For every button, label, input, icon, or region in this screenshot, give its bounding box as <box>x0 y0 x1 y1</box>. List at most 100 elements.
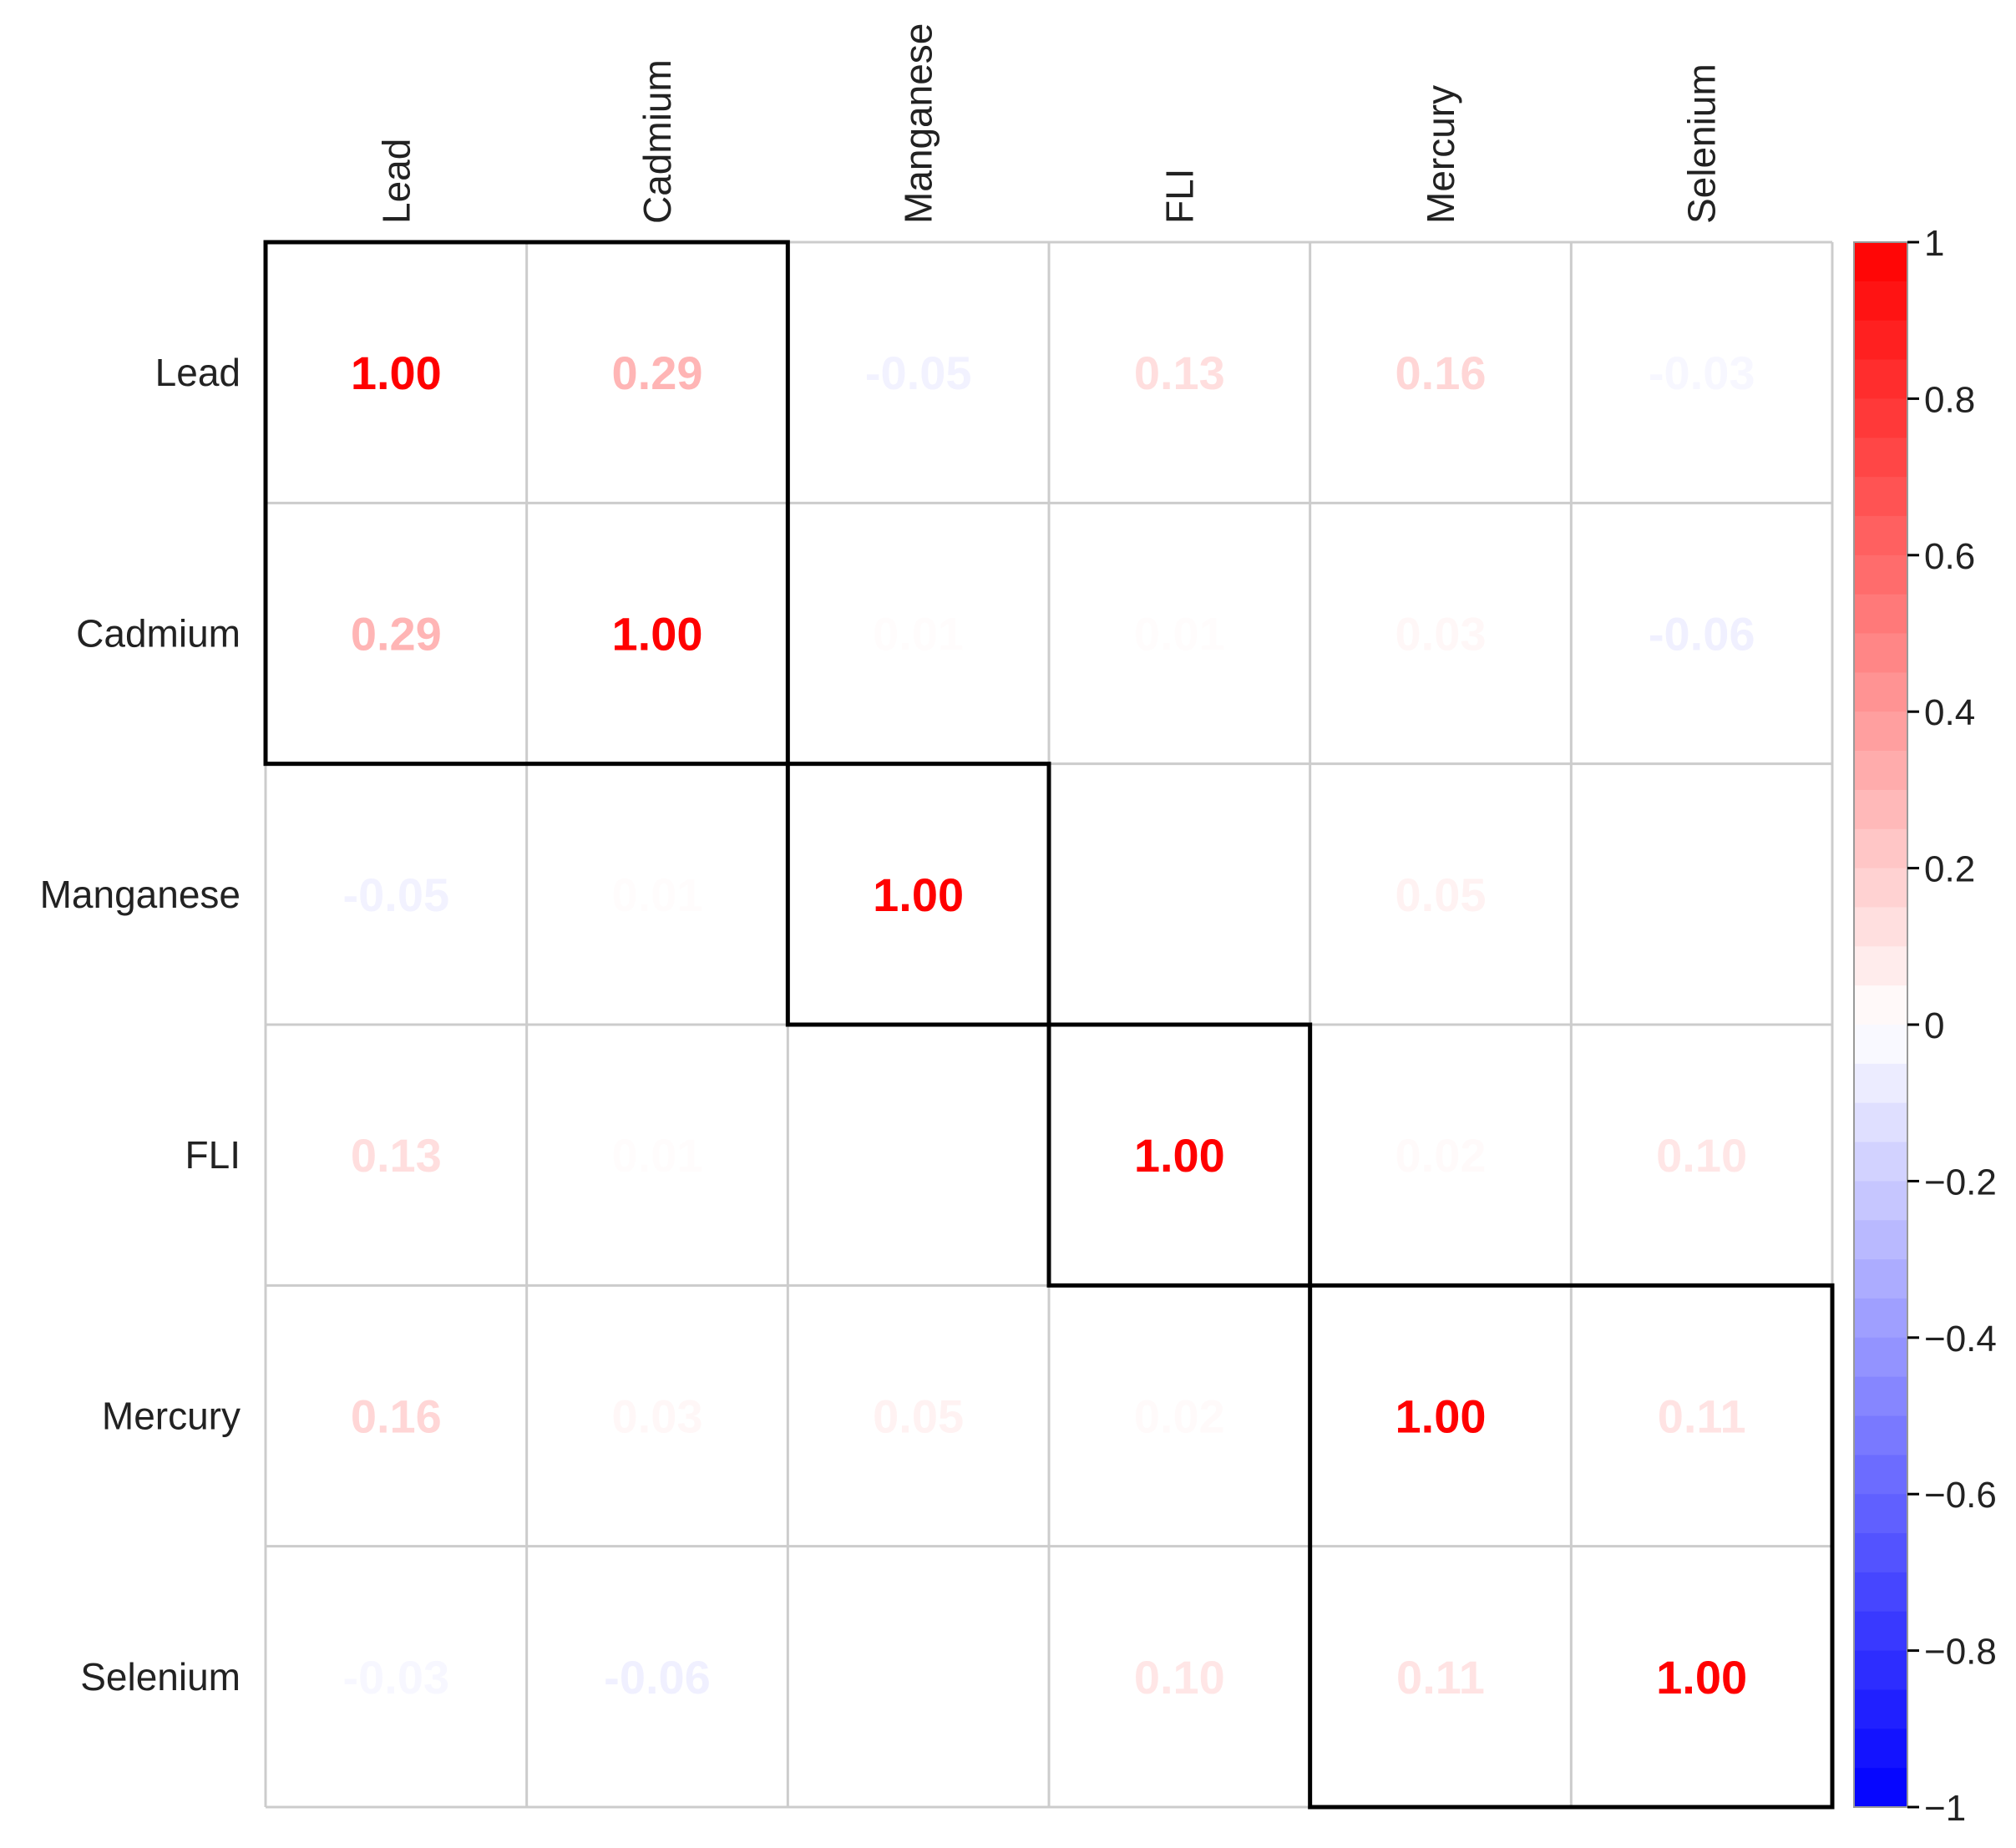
colorbar-segment <box>1854 1729 1907 1770</box>
column-label-fli: FLI <box>1157 169 1201 224</box>
colorbar-tick-label: −0.6 <box>1924 1475 1997 1516</box>
colorbar-segment <box>1854 1494 1907 1535</box>
colorbar-segment <box>1854 1533 1907 1573</box>
colorbar-segment <box>1854 1025 1907 1065</box>
colorbar-segment <box>1854 868 1907 909</box>
cell-value-manganese-lead: -0.05 <box>343 868 450 921</box>
cell-value-fli-manganese: 0.00 <box>873 1129 964 1182</box>
cell-value-mercury-cadmium: 0.03 <box>612 1390 703 1443</box>
column-label-mercury: Mercury <box>1419 85 1462 224</box>
colorbar-segment <box>1854 946 1907 987</box>
row-label-lead: Lead <box>155 351 241 394</box>
column-label-cadmium: Cadmium <box>636 59 679 224</box>
cell-value-cadmium-cadmium: 1.00 <box>612 608 703 661</box>
cell-value-manganese-fli: 0.00 <box>1134 868 1225 921</box>
colorbar-segment <box>1854 1376 1907 1417</box>
cell-value-mercury-manganese: 0.05 <box>873 1390 964 1443</box>
column-labels: Lead Cadmium Manganese FLI Mercury Selenium <box>374 23 1723 224</box>
colorbar: 1 0.8 0.6 0.4 0.2 0 −0.2 −0.4 −0.6 −0.8 −1 <box>1853 223 1997 1829</box>
cluster-box-2 <box>785 762 1051 1027</box>
cell-value-cadmium-manganese: 0.01 <box>873 608 964 661</box>
colorbar-segment <box>1854 281 1907 322</box>
cell-value-cadmium-mercury: 0.03 <box>1395 608 1487 661</box>
row-label-fli: FLI <box>185 1133 241 1177</box>
cluster-box-3 <box>1046 1022 1313 1288</box>
colorbar-tick-label: 0.8 <box>1924 379 1975 420</box>
cell-value-lead-lead: 1.00 <box>351 347 442 399</box>
cell-value-selenium-mercury: 0.11 <box>1396 1651 1485 1704</box>
row-label-mercury: Mercury <box>102 1395 241 1438</box>
cell-value-selenium-cadmium: -0.06 <box>604 1651 711 1704</box>
colorbar-segment <box>1854 1689 1907 1730</box>
colorbar-segment <box>1854 242 1907 282</box>
colorbar-segment <box>1854 438 1907 478</box>
colorbar-segment <box>1854 1220 1907 1261</box>
cluster-box-1 <box>263 240 790 767</box>
colorbar-segment <box>1854 1259 1907 1299</box>
value-labels: 1.00 0.29 -0.05 0.13 0.16 -0.03 0.29 1.00 0.01 0.… <box>343 347 1755 1704</box>
cell-value-fli-cadmium: 0.01 <box>612 1129 703 1182</box>
cluster-boxes <box>263 240 1835 1810</box>
column-label-lead: Lead <box>374 139 418 224</box>
cluster-box-4 <box>1308 1283 1835 1810</box>
cell-value-mercury-lead: 0.16 <box>351 1390 442 1443</box>
colorbar-segment <box>1854 1572 1907 1613</box>
colorbar-tick-label: 0.6 <box>1924 536 1975 577</box>
colorbar-segment <box>1854 1142 1907 1182</box>
cell-value-fli-fli: 1.00 <box>1134 1129 1225 1182</box>
colorbar-segment <box>1854 1298 1907 1339</box>
colorbar-segment <box>1854 1455 1907 1496</box>
colorbar-segment <box>1854 633 1907 674</box>
row-label-cadmium: Cadmium <box>76 612 241 656</box>
colorbar-segment <box>1854 515 1907 556</box>
cell-value-manganese-mercury: 0.05 <box>1395 868 1487 921</box>
column-label-manganese: Manganese <box>897 23 940 224</box>
colorbar-tick-label: −0.4 <box>1924 1319 1997 1359</box>
colorbar-segment <box>1854 789 1907 830</box>
cell-value-selenium-fli: 0.10 <box>1134 1651 1225 1704</box>
cell-value-fli-lead: 0.13 <box>351 1129 442 1182</box>
colorbar-segment <box>1854 1611 1907 1652</box>
colorbar-tick-label: −0.8 <box>1924 1632 1997 1673</box>
colorbar-segment <box>1854 1063 1907 1104</box>
cell-value-mercury-fli: 0.02 <box>1134 1390 1225 1443</box>
cell-value-cadmium-fli: 0.01 <box>1134 608 1225 661</box>
cell-value-selenium-lead: -0.03 <box>343 1651 450 1704</box>
cell-value-fli-selenium: 0.10 <box>1656 1129 1747 1182</box>
colorbar-segment <box>1854 1337 1907 1378</box>
cell-value-lead-cadmium: 0.29 <box>612 347 703 399</box>
colorbar-segment <box>1854 320 1907 361</box>
row-label-manganese: Manganese <box>40 873 241 916</box>
colorbar-segment <box>1854 359 1907 400</box>
cell-value-fli-mercury: 0.02 <box>1395 1129 1487 1182</box>
colorbar-tick-label: 0.2 <box>1924 849 1975 890</box>
colorbar-tick-label: 0.4 <box>1924 692 1975 733</box>
colorbar-tick-label: 0 <box>1924 1005 1944 1046</box>
cell-value-lead-fli: 0.13 <box>1134 347 1225 399</box>
colorbar-segment <box>1854 1181 1907 1222</box>
colorbar-segment <box>1854 1102 1907 1143</box>
cell-value-mercury-selenium: 0.11 <box>1658 1390 1746 1443</box>
cell-value-lead-selenium: -0.03 <box>1649 347 1755 399</box>
colorbar-segment <box>1854 398 1907 439</box>
colorbar-tick-label: −1 <box>1924 1788 1966 1829</box>
colorbar-segment <box>1854 594 1907 635</box>
colorbar-segment <box>1854 985 1907 1025</box>
colorbar-segment <box>1854 672 1907 713</box>
colorbar-segment <box>1854 1415 1907 1456</box>
cell-value-mercury-mercury: 1.00 <box>1395 1390 1487 1443</box>
colorbar-segment <box>1854 828 1907 869</box>
column-label-selenium: Selenium <box>1680 63 1724 224</box>
cell-value-selenium-selenium: 1.00 <box>1656 1651 1747 1704</box>
cell-value-manganese-selenium: 0.00 <box>1656 868 1747 921</box>
row-labels: Lead Cadmium Manganese FLI Mercury Selenium <box>40 351 241 1699</box>
colorbar-segment <box>1854 477 1907 517</box>
colorbar-segment <box>1854 1650 1907 1691</box>
colorbar-segment <box>1854 1768 1907 1808</box>
cell-value-selenium-manganese: 0.00 <box>873 1651 964 1704</box>
colorbar-segment <box>1854 751 1907 791</box>
cell-value-cadmium-selenium: -0.06 <box>1649 608 1755 661</box>
colorbar-segment <box>1854 907 1907 948</box>
cell-value-manganese-manganese: 1.00 <box>873 868 964 921</box>
